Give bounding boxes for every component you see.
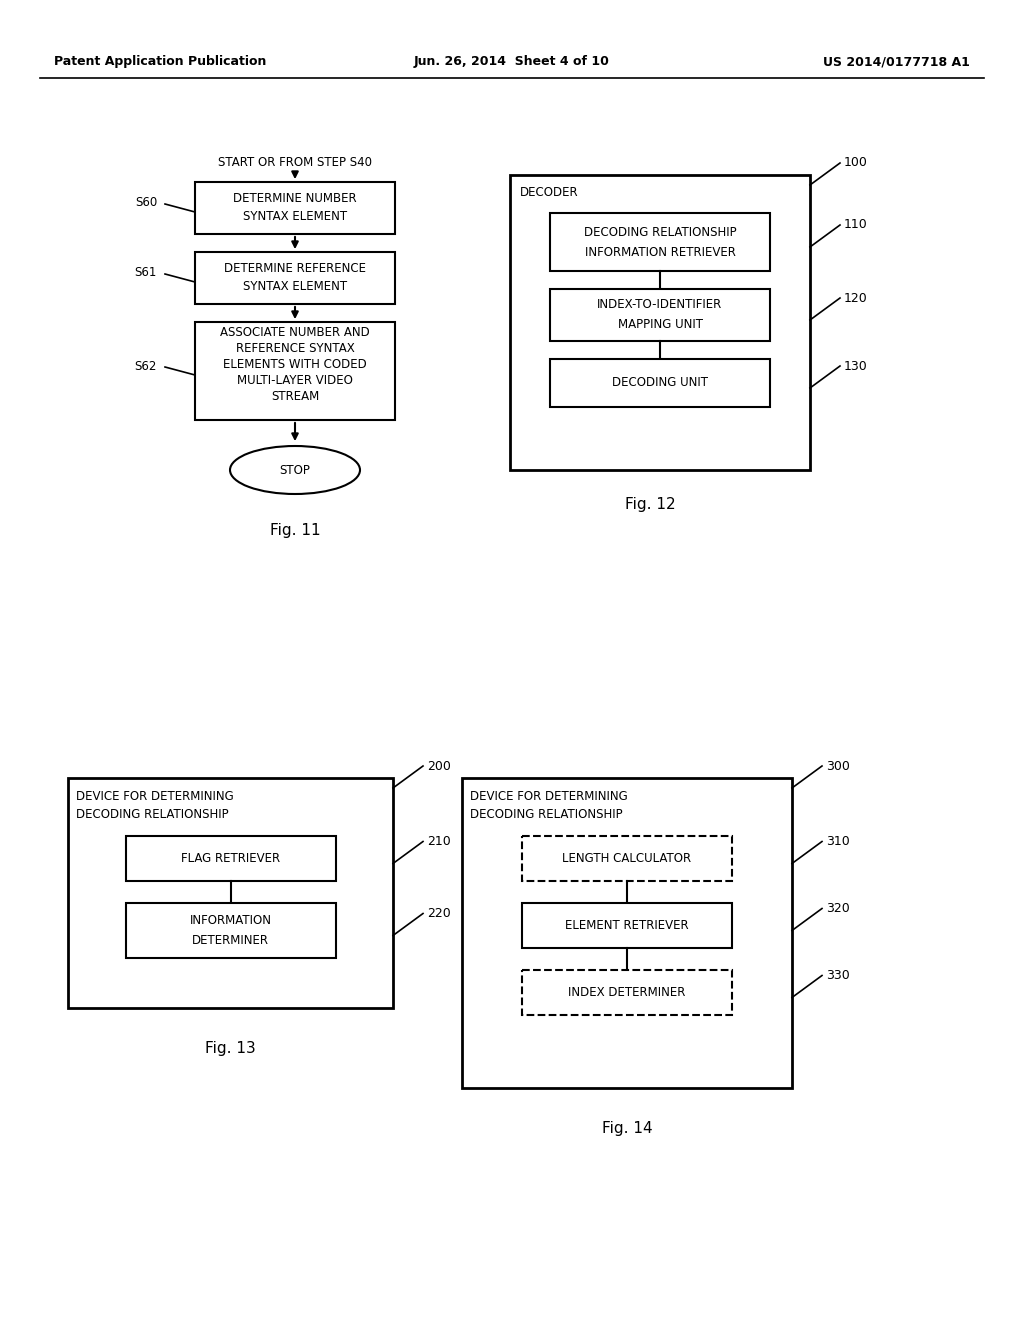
- Bar: [510, 176, 810, 470]
- Bar: [522, 836, 732, 880]
- Ellipse shape: [230, 446, 360, 494]
- Text: Fig. 14: Fig. 14: [602, 1121, 652, 1135]
- Text: MAPPING UNIT: MAPPING UNIT: [617, 318, 702, 331]
- Text: SYNTAX ELEMENT: SYNTAX ELEMENT: [243, 281, 347, 293]
- Text: Fig. 12: Fig. 12: [625, 498, 675, 512]
- Text: SYNTAX ELEMENT: SYNTAX ELEMENT: [243, 210, 347, 223]
- Bar: [522, 903, 732, 948]
- Text: ASSOCIATE NUMBER AND: ASSOCIATE NUMBER AND: [220, 326, 370, 339]
- Text: DETERMINER: DETERMINER: [193, 935, 269, 946]
- Text: MULTI-LAYER VIDEO: MULTI-LAYER VIDEO: [238, 375, 353, 388]
- Text: DECODING UNIT: DECODING UNIT: [612, 376, 708, 389]
- Text: DEVICE FOR DETERMINING: DEVICE FOR DETERMINING: [470, 789, 628, 803]
- Text: ELEMENTS WITH CODED: ELEMENTS WITH CODED: [223, 359, 367, 371]
- Bar: [68, 777, 393, 1008]
- Text: 120: 120: [844, 292, 867, 305]
- Text: 200: 200: [427, 759, 451, 772]
- Bar: [550, 213, 770, 271]
- Text: INDEX-TO-IDENTIFIER: INDEX-TO-IDENTIFIER: [597, 298, 723, 312]
- Text: 210: 210: [427, 836, 451, 847]
- Bar: [550, 359, 770, 407]
- Text: DECODING RELATIONSHIP: DECODING RELATIONSHIP: [470, 808, 623, 821]
- Bar: [126, 903, 336, 958]
- Text: S60: S60: [135, 197, 157, 210]
- Text: Fig. 11: Fig. 11: [269, 523, 321, 537]
- Text: STOP: STOP: [280, 463, 310, 477]
- Text: DECODING RELATIONSHIP: DECODING RELATIONSHIP: [584, 226, 736, 239]
- Bar: [126, 836, 336, 880]
- Text: US 2014/0177718 A1: US 2014/0177718 A1: [823, 55, 970, 69]
- Bar: [550, 289, 770, 341]
- Text: DEVICE FOR DETERMINING: DEVICE FOR DETERMINING: [76, 789, 233, 803]
- Text: DECODING RELATIONSHIP: DECODING RELATIONSHIP: [76, 808, 228, 821]
- Text: LENGTH CALCULATOR: LENGTH CALCULATOR: [562, 851, 691, 865]
- Text: DETERMINE REFERENCE: DETERMINE REFERENCE: [224, 263, 366, 276]
- Text: S62: S62: [134, 359, 157, 372]
- Text: Patent Application Publication: Patent Application Publication: [54, 55, 266, 69]
- Text: DECODER: DECODER: [520, 186, 579, 199]
- Text: Fig. 13: Fig. 13: [205, 1040, 256, 1056]
- Text: 310: 310: [826, 836, 850, 847]
- Text: INDEX DETERMINER: INDEX DETERMINER: [568, 986, 686, 999]
- Text: FLAG RETRIEVER: FLAG RETRIEVER: [181, 851, 280, 865]
- Text: DETERMINE NUMBER: DETERMINE NUMBER: [233, 193, 356, 206]
- Text: 100: 100: [844, 157, 868, 169]
- Text: 220: 220: [427, 907, 451, 920]
- Text: ELEMENT RETRIEVER: ELEMENT RETRIEVER: [565, 919, 689, 932]
- Bar: [462, 777, 792, 1088]
- Text: Jun. 26, 2014  Sheet 4 of 10: Jun. 26, 2014 Sheet 4 of 10: [414, 55, 610, 69]
- Text: S61: S61: [134, 267, 157, 280]
- Text: 110: 110: [844, 219, 867, 231]
- Bar: [195, 322, 395, 420]
- Text: INFORMATION RETRIEVER: INFORMATION RETRIEVER: [585, 246, 735, 259]
- Bar: [522, 970, 732, 1015]
- Text: 300: 300: [826, 759, 850, 772]
- Text: START OR FROM STEP S40: START OR FROM STEP S40: [218, 156, 372, 169]
- Text: 130: 130: [844, 359, 867, 372]
- Text: INFORMATION: INFORMATION: [189, 913, 271, 927]
- Text: STREAM: STREAM: [271, 391, 319, 404]
- Bar: [195, 182, 395, 234]
- Text: REFERENCE SYNTAX: REFERENCE SYNTAX: [236, 342, 354, 355]
- Text: 320: 320: [826, 902, 850, 915]
- Bar: [195, 252, 395, 304]
- Text: 330: 330: [826, 969, 850, 982]
